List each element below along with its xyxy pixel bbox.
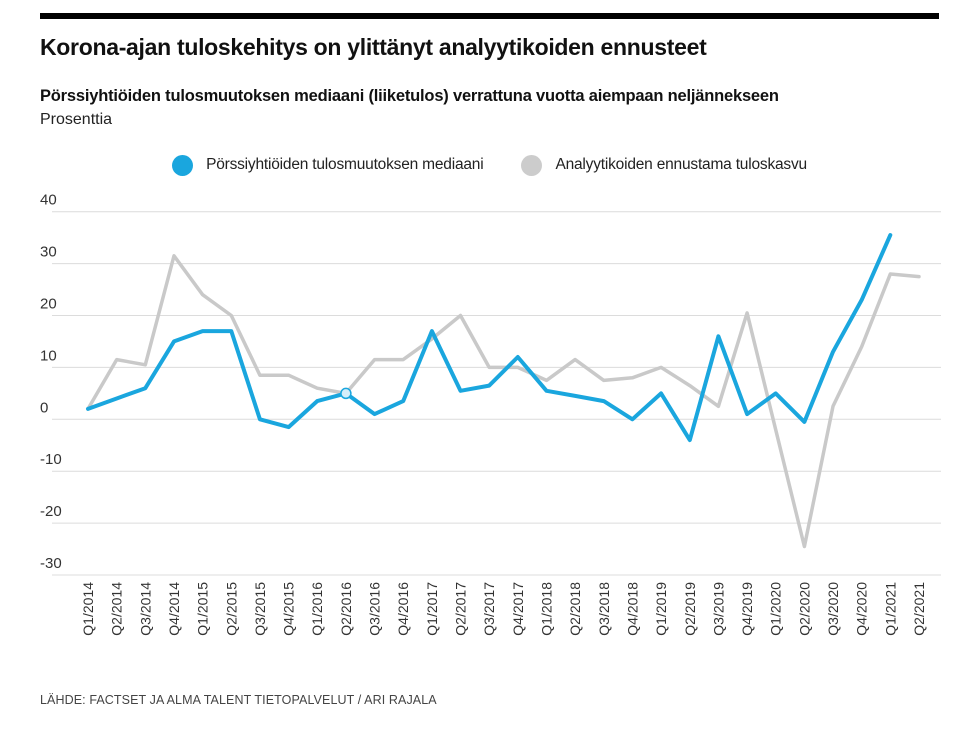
x-axis-tick-label: Q4/2014 (166, 581, 182, 635)
x-axis-tick-label: Q1/2014 (80, 581, 96, 635)
x-axis-tick-label: Q2/2021 (911, 581, 927, 635)
top-divider (40, 13, 939, 19)
x-axis-tick-label: Q4/2016 (395, 581, 411, 635)
chart-subtitle: Pörssiyhtiöiden tulosmuutoksen mediaani … (40, 86, 779, 105)
x-axis-tick-label: Q1/2016 (309, 581, 325, 635)
x-axis-tick-label: Q3/2014 (137, 581, 153, 635)
line-chart: 40 30 20 10 0 -10 -20 -30 Q1/2014 Q2/2014 Q3/2014 Q… (40, 191, 941, 635)
y-axis-tick-label: 30 (40, 243, 57, 260)
series-line-mediaani (86, 232, 893, 442)
y-axis-tick-label: -20 (40, 503, 62, 520)
x-axis-tick-label: Q2/2019 (682, 581, 698, 635)
y-axis-tick-label: -30 (40, 555, 62, 572)
y-axis-tick-label: 20 (40, 295, 57, 312)
x-axis-tick-label: Q3/2018 (596, 581, 612, 635)
y-axis-tick-label: -10 (40, 451, 62, 468)
x-axis-tick-label: Q3/2015 (252, 581, 268, 635)
x-axis-tick-label: Q3/2017 (481, 581, 497, 635)
chart-unit-label: Prosenttia (40, 110, 113, 128)
x-axis-tick-label: Q4/2020 (854, 581, 870, 635)
x-axis-tick-label: Q4/2015 (281, 581, 297, 635)
x-axis-tick-label: Q2/2017 (453, 581, 469, 635)
x-axis-tick-label: Q2/2016 (338, 581, 354, 635)
x-axis-tick-label: Q1/2021 (882, 581, 898, 635)
x-axis-tick-label: Q3/2020 (825, 581, 841, 635)
x-axis-tick-label: Q4/2019 (739, 581, 755, 635)
legend-item-label: Analyytikoiden ennustama tuloskasvu (555, 156, 807, 174)
y-axis-tick-label: 10 (40, 347, 57, 364)
legend-dot-icon (172, 154, 194, 176)
legend-dot-icon (521, 154, 543, 176)
x-axis-tick-label: Q3/2016 (367, 581, 383, 635)
legend-item-ennuste: Analyytikoiden ennustama tuloskasvu (521, 154, 807, 176)
x-axis-tick-label: Q1/2017 (424, 581, 440, 635)
x-axis-tick-label: Q4/2017 (510, 581, 526, 635)
legend-item-label: Pörssiyhtiöiden tulosmuutoksen mediaani (206, 156, 484, 174)
source-credit: LÄHDE: FACTSET JA ALMA TALENT TIETOPALVE… (40, 693, 437, 707)
x-axis-tick-label: Q1/2020 (768, 581, 784, 635)
x-axis-tick-label: Q4/2018 (624, 581, 640, 635)
y-axis-tick-label: 40 (40, 191, 57, 208)
y-axis-tick-label: 0 (40, 399, 48, 416)
x-axis-tick-label: Q1/2019 (653, 581, 669, 635)
chart-legend: Pörssiyhtiöiden tulosmuutoksen mediaani … (40, 154, 939, 176)
x-axis-tick-label: Q1/2018 (538, 581, 554, 635)
x-axis-tick-label: Q2/2015 (223, 581, 239, 635)
x-axis-tick-label: Q2/2018 (567, 581, 583, 635)
x-axis-tick-label: Q1/2015 (195, 581, 211, 635)
page-title: Korona-ajan tuloskehitys on ylittänyt an… (40, 34, 707, 60)
highlight-point-marker (340, 387, 352, 399)
legend-item-mediaani: Pörssiyhtiöiden tulosmuutoksen mediaani (172, 154, 484, 176)
x-axis-tick-label: Q3/2019 (710, 581, 726, 635)
x-axis-tick-label: Q2/2014 (109, 581, 125, 635)
x-axis-tick-label: Q2/2020 (796, 581, 812, 635)
series-line-ennuste (86, 253, 921, 548)
